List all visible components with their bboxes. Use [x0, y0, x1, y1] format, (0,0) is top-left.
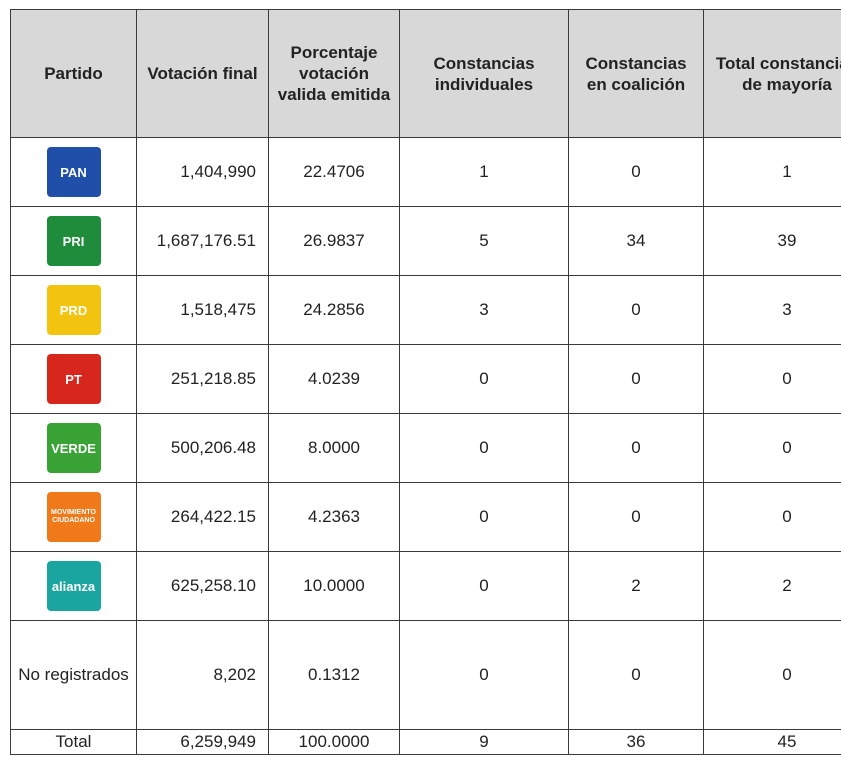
- table-row: PAN 1,404,990 22.4706 1 0 1: [10, 137, 841, 207]
- table-row: No registrados 8,202 0.1312 0 0 0: [10, 620, 841, 730]
- table-row: alianza 625,258.10 10.0000 0 2 2: [10, 551, 841, 621]
- party-cell: PRD: [10, 275, 137, 345]
- header-cell: Constancias en coalición: [568, 9, 704, 138]
- header-cell: Votación final: [136, 9, 269, 138]
- party-logo: MOVIMIENTO CIUDADANO: [46, 492, 101, 542]
- row-label: Total: [55, 732, 92, 751]
- party-cell: PRI: [10, 206, 137, 276]
- value-cell: 0: [568, 482, 704, 552]
- value-cell: 0: [568, 137, 704, 207]
- value-cell: 264,422.15: [136, 482, 269, 552]
- value-cell: 0: [703, 620, 841, 730]
- value-cell: 0: [703, 344, 841, 414]
- value-cell: 0: [703, 482, 841, 552]
- value-cell: 45: [703, 729, 841, 755]
- party-logo: alianza: [46, 561, 101, 611]
- table-row: PRD 1,518,475 24.2856 3 0 3: [10, 275, 841, 345]
- party-logo: PRD: [46, 285, 101, 335]
- value-cell: 4.0239: [268, 344, 400, 414]
- value-cell: 0: [399, 551, 569, 621]
- value-cell: 6,259,949: [136, 729, 269, 755]
- party-cell: PAN: [10, 137, 137, 207]
- header-cell: Porcentaje votación valida emitida: [268, 9, 400, 138]
- table-row: PRI 1,687,176.51 26.9837 5 34 39: [10, 206, 841, 276]
- value-cell: 0: [568, 344, 704, 414]
- party-cell: No registrados: [10, 620, 137, 730]
- value-cell: 8,202: [136, 620, 269, 730]
- table-body: PAN 1,404,990 22.4706 1 0 1 PRI 1,687,176.51 26.…: [10, 137, 841, 755]
- row-label: No registrados: [18, 665, 129, 684]
- value-cell: 1: [399, 137, 569, 207]
- table-row: Total 6,259,949 100.0000 9 36 45: [10, 729, 841, 755]
- value-cell: 0: [399, 413, 569, 483]
- value-cell: 251,218.85: [136, 344, 269, 414]
- value-cell: 0: [399, 344, 569, 414]
- value-cell: 0: [568, 413, 704, 483]
- party-logo: PRI: [46, 216, 101, 266]
- header-cell: Partido: [10, 9, 137, 138]
- value-cell: 39: [703, 206, 841, 276]
- value-cell: 22.4706: [268, 137, 400, 207]
- value-cell: 100.0000: [268, 729, 400, 755]
- value-cell: 2: [703, 551, 841, 621]
- value-cell: 2: [568, 551, 704, 621]
- table-row: PT 251,218.85 4.0239 0 0 0: [10, 344, 841, 414]
- header-cell: Constancias individuales: [399, 9, 569, 138]
- value-cell: 0: [703, 413, 841, 483]
- value-cell: 5: [399, 206, 569, 276]
- table-row: VERDE 500,206.48 8.0000 0 0 0: [10, 413, 841, 483]
- value-cell: 0: [399, 620, 569, 730]
- value-cell: 1,518,475: [136, 275, 269, 345]
- value-cell: 0: [568, 620, 704, 730]
- results-table: Partido Votación final Porcentaje votación…: [10, 9, 841, 755]
- value-cell: 36: [568, 729, 704, 755]
- value-cell: 0: [568, 275, 704, 345]
- value-cell: 10.0000: [268, 551, 400, 621]
- value-cell: 3: [703, 275, 841, 345]
- header-cell: Total constancias de mayoría: [703, 9, 841, 138]
- party-cell: PT: [10, 344, 137, 414]
- party-cell: VERDE: [10, 413, 137, 483]
- value-cell: 1,404,990: [136, 137, 269, 207]
- value-cell: 8.0000: [268, 413, 400, 483]
- value-cell: 1,687,176.51: [136, 206, 269, 276]
- party-logo: VERDE: [46, 423, 101, 473]
- party-cell: MOVIMIENTO CIUDADANO: [10, 482, 137, 552]
- value-cell: 500,206.48: [136, 413, 269, 483]
- value-cell: 4.2363: [268, 482, 400, 552]
- value-cell: 1: [703, 137, 841, 207]
- table-row: MOVIMIENTO CIUDADANO 264,422.15 4.2363 0 0 0: [10, 482, 841, 552]
- party-cell: alianza: [10, 551, 137, 621]
- header-row: Partido Votación final Porcentaje votación…: [10, 9, 841, 138]
- value-cell: 625,258.10: [136, 551, 269, 621]
- party-cell: Total: [10, 729, 137, 755]
- value-cell: 0.1312: [268, 620, 400, 730]
- value-cell: 0: [399, 482, 569, 552]
- party-logo: PAN: [46, 147, 101, 197]
- value-cell: 26.9837: [268, 206, 400, 276]
- value-cell: 24.2856: [268, 275, 400, 345]
- value-cell: 3: [399, 275, 569, 345]
- value-cell: 9: [399, 729, 569, 755]
- party-logo: PT: [46, 354, 101, 404]
- value-cell: 34: [568, 206, 704, 276]
